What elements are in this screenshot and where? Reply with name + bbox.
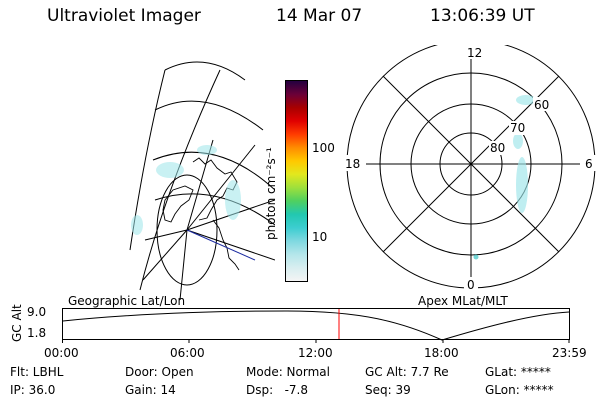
altitude-curve xyxy=(62,310,570,341)
info-seq: Seq: 39 xyxy=(365,383,411,397)
timeline-y-tick-min: 1.8 xyxy=(27,326,47,340)
geographic-label: Geographic Lat/Lon xyxy=(68,294,186,308)
info-glon: GLon: ***** xyxy=(485,383,554,397)
colorbar-unit-label: photon cm⁻²s⁻¹ xyxy=(264,147,278,240)
info-gcalt: GC Alt: 7.7 Re xyxy=(365,365,449,379)
instrument-title: Ultraviolet Imager xyxy=(47,6,201,26)
time-tick-1800: 18:00 xyxy=(424,346,459,360)
colorbar xyxy=(285,80,308,282)
info-dsp: Dsp: -7.8 xyxy=(246,383,309,397)
colorbar-tick-100: 100 xyxy=(312,141,335,155)
info-ip: IP: 36.0 xyxy=(10,383,56,397)
time-tick-0600: 06:00 xyxy=(170,346,205,360)
apex-label: Apex MLat/MLT xyxy=(418,294,508,308)
timeline-frame xyxy=(62,308,570,340)
observation-date: 14 Mar 07 xyxy=(276,6,363,26)
info-mode: Mode: Normal xyxy=(246,365,330,379)
timeline-y-tick-max: 9.0 xyxy=(27,305,47,319)
time-tick-2359: 23:59 xyxy=(552,346,587,360)
observation-time: 13:06:39 UT xyxy=(430,6,535,26)
mlt-label-12: 12 xyxy=(467,46,482,60)
timeline-y-label: GC Alt xyxy=(10,304,24,342)
time-tick-0000: 00:00 xyxy=(44,346,79,360)
mlt-label-6: 6 xyxy=(585,157,593,171)
time-tick-1200: 12:00 xyxy=(298,346,333,360)
timeline-plot xyxy=(62,308,570,343)
info-door: Door: Open xyxy=(125,365,194,379)
mlt-label-18: 18 xyxy=(345,157,360,171)
mlat-label-70: 70 xyxy=(510,121,525,135)
geographic-map xyxy=(129,61,275,300)
polar-plot: 12 18 6 0 60 70 80 xyxy=(340,45,596,293)
info-gain: Gain: 14 xyxy=(125,383,176,397)
info-glat: GLat: ***** xyxy=(485,365,551,379)
colorbar-tick-10: 10 xyxy=(312,230,328,244)
mlat-label-80: 80 xyxy=(490,141,505,155)
mlat-label-60: 60 xyxy=(534,98,549,112)
info-flt: Flt: LBHL xyxy=(10,365,64,379)
mlt-label-0: 0 xyxy=(467,278,475,292)
